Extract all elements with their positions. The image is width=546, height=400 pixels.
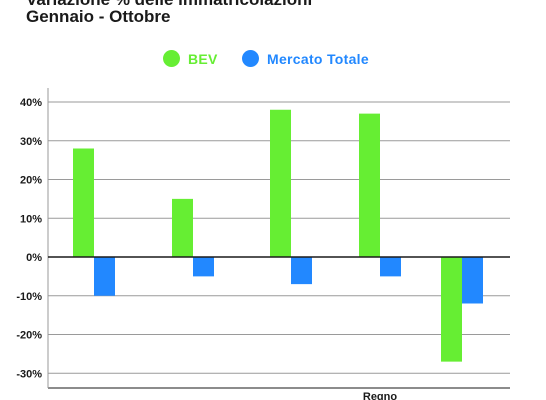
- y-tick-label: -20%: [16, 330, 42, 342]
- legend-item-bev: BEV: [163, 50, 218, 67]
- y-tick-label: -10%: [16, 291, 42, 303]
- legend-swatch-mercato: [242, 50, 259, 67]
- bar-bev: [270, 109, 291, 257]
- chart-legend: BEV Mercato Totale: [0, 50, 546, 72]
- bar-bev: [172, 198, 193, 257]
- legend-label-bev: BEV: [188, 50, 218, 67]
- y-tick-label: 0%: [26, 252, 42, 264]
- legend-item-mercato: Mercato Totale: [242, 50, 369, 67]
- bar-mercato: [193, 257, 214, 277]
- y-tick-label: -30%: [16, 368, 42, 380]
- bar-mercato: [291, 257, 312, 285]
- chart-title: Variazione % delle immatricolazioni: [26, 0, 312, 10]
- bar-mercato: [380, 257, 401, 277]
- bar-bev: [359, 113, 380, 257]
- bar-bev: [441, 257, 462, 362]
- y-tick-label: 20%: [20, 175, 42, 187]
- x-category-label: Regno: [363, 391, 398, 400]
- bar-mercato: [462, 257, 483, 304]
- legend-label-mercato: Mercato Totale: [267, 50, 369, 67]
- bar-bev: [73, 148, 94, 257]
- y-tick-label: 10%: [20, 213, 42, 225]
- chart-subtitle: Gennaio - Ottobre: [26, 7, 171, 26]
- bar-mercato: [94, 257, 115, 296]
- legend-swatch-bev: [163, 50, 180, 67]
- y-tick-label: 30%: [20, 136, 42, 148]
- y-tick-label: 40%: [20, 97, 42, 109]
